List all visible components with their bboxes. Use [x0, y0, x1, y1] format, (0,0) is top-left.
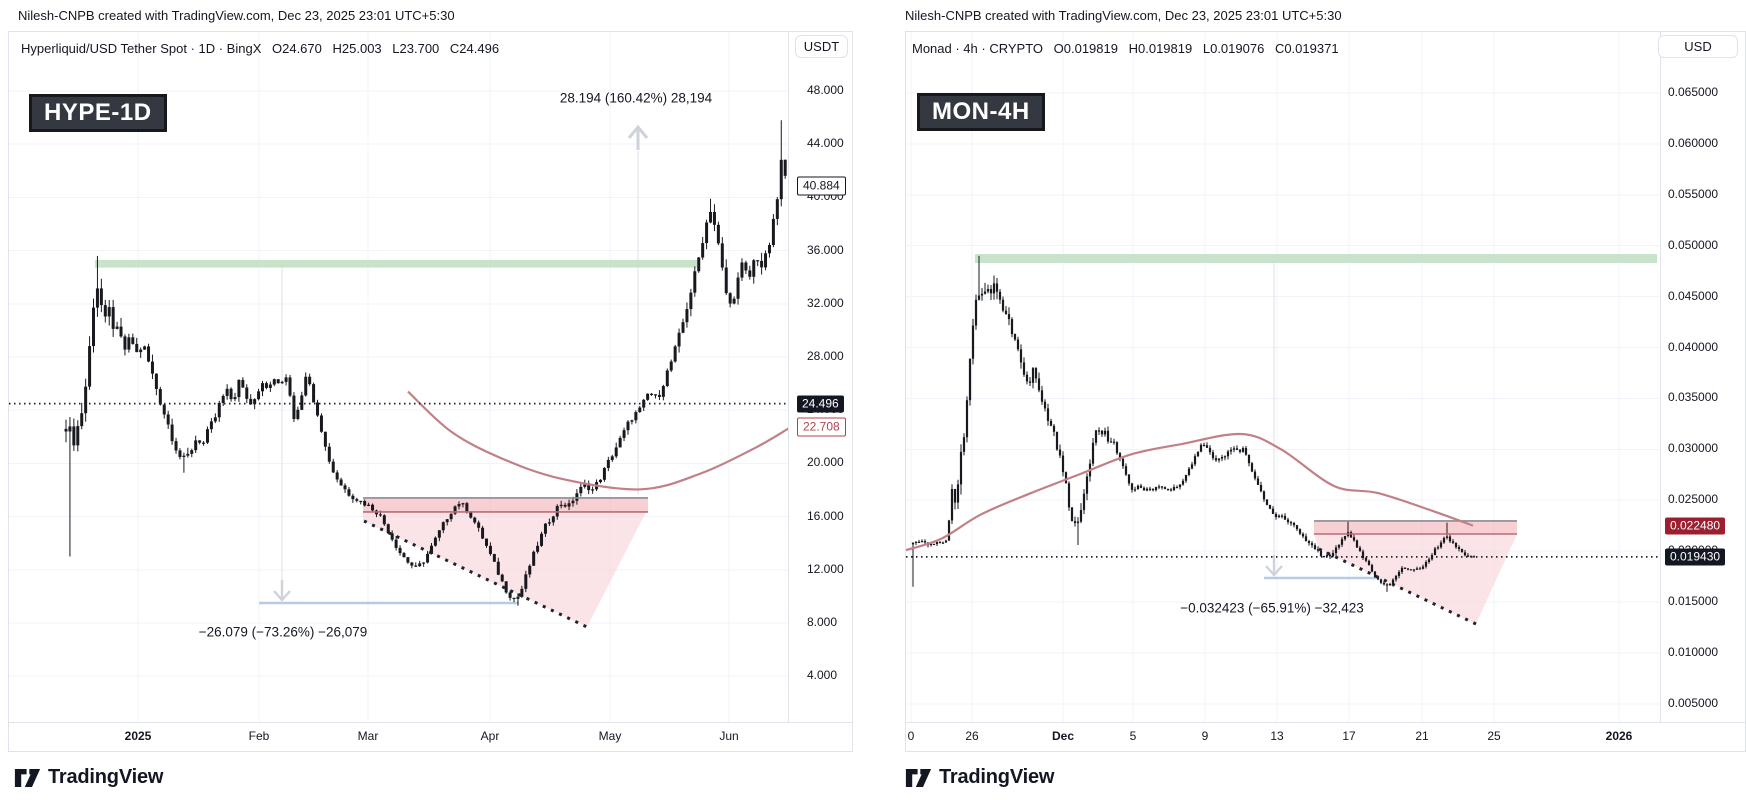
price-axis-label: 36.000: [807, 242, 844, 257]
tradingview-logo-icon: [905, 768, 932, 787]
time-axis-label: 26: [965, 729, 979, 743]
chart-tag-label[interactable]: HYPE-1D: [29, 94, 167, 132]
down-arrow-icon: [273, 580, 291, 602]
supply-zone-box: [1314, 520, 1517, 534]
candles-layer: [911, 283, 1476, 586]
time-axis-label: Feb: [248, 729, 270, 743]
price-axis-label: 48.000: [807, 83, 844, 97]
price-axis-label: 0.010000: [1668, 644, 1719, 659]
price-badge: 40.884: [797, 176, 846, 196]
price-axis-label: 0.065000: [1668, 85, 1719, 99]
time-axis-label: 21: [1415, 729, 1429, 743]
price-axis-label: 32.000: [807, 295, 844, 310]
price-axis-label: 12.000: [807, 561, 844, 576]
resistance-band-green: [95, 259, 697, 268]
currency-toggle-badge[interactable]: USDT: [795, 35, 848, 58]
moving-average-line: [407, 390, 789, 491]
moving-average-line: [906, 432, 1474, 552]
price-axis-label: 44.000: [807, 136, 844, 151]
gridlines-layer: [906, 32, 1661, 723]
symbol-name: Hyperliquid/USD Tether Spot · 1D · BingX: [21, 41, 262, 56]
price-badge: 22.708: [797, 417, 846, 437]
price-axis-label: 8.000: [807, 615, 838, 629]
price-axis[interactable]: 0.065000 0.060000 0.055000 0.050000 0.045000…: [1660, 32, 1746, 723]
time-axis-label: 0: [907, 729, 915, 743]
chart-tag-label[interactable]: MON-4H: [917, 93, 1045, 131]
ohlc-high: H0.019819: [1128, 41, 1193, 56]
chart-frame: Hyperliquid/USD Tether Spot · 1D · BingX…: [8, 31, 853, 752]
time-axis-label: 25: [1487, 729, 1501, 743]
ohlc-low: L0.019076: [1202, 41, 1265, 56]
symbol-legend[interactable]: Hyperliquid/USD Tether Spot · 1D · BingX…: [21, 41, 506, 56]
price-axis-label: 0.025000: [1668, 492, 1719, 507]
tradingview-logo[interactable]: TradingView: [14, 766, 163, 789]
price-axis-label: 4.000: [807, 668, 838, 683]
time-axis-label: 13: [1270, 729, 1284, 743]
price-axis-label: 0.060000: [1668, 135, 1719, 150]
price-chart-canvas[interactable]: [9, 32, 789, 723]
price-axis[interactable]: 48.00044.00040.00036.00032.00028.00024.0…: [788, 32, 853, 723]
measure-label-up[interactable]: 28.194 (160.42%) 28,194: [559, 90, 713, 106]
ohlc-close: C0.019371: [1274, 41, 1339, 56]
time-axis-label: 17: [1342, 729, 1356, 743]
attribution-text: Nilesh-CNPB created with TradingView.com…: [905, 8, 1342, 23]
down-arrow-icon: [1265, 555, 1283, 577]
ohlc-low: L23.700: [392, 41, 440, 56]
supply-zone-box: [363, 497, 648, 512]
price-badge: 24.496: [797, 395, 844, 413]
resistance-band-green: [975, 254, 1657, 264]
price-chart-canvas[interactable]: [906, 32, 1661, 723]
price-axis-label: 0.030000: [1668, 441, 1719, 456]
time-axis-label: 5: [1129, 729, 1137, 743]
ohlc-open: O24.670: [272, 41, 322, 56]
symbol-legend[interactable]: Monad · 4h · CRYPTO O0.019819 H0.019819 …: [912, 41, 1346, 56]
time-axis-label: 2025: [124, 729, 152, 743]
ohlc-close: C24.496: [449, 41, 500, 56]
candles-layer: [64, 159, 787, 600]
tradingview-logo-icon: [14, 768, 41, 787]
price-axis-label: 20.000: [807, 455, 844, 470]
ohlc-high: H25.003: [332, 41, 382, 56]
time-axis-label: Apr: [480, 729, 500, 743]
chart-frame: Monad · 4h · CRYPTO O0.019819 H0.019819 …: [905, 31, 1746, 752]
time-axis[interactable]: 2025 Feb Mar Apr May Jun: [9, 722, 852, 751]
price-axis-label: 0.050000: [1668, 237, 1719, 252]
time-axis-label: Jun: [719, 729, 739, 743]
tradingview-logo-text: TradingView: [939, 766, 1055, 788]
time-axis-label: 9: [1201, 729, 1209, 743]
price-axis-label: 28.000: [807, 349, 844, 363]
symbol-name: Monad · 4h · CRYPTO: [912, 41, 1044, 56]
measure-label-down[interactable]: −26.079 (−73.26%) −26,079: [198, 624, 368, 640]
price-axis-label: 0.035000: [1668, 390, 1719, 405]
tradingview-logo-text: TradingView: [48, 766, 164, 788]
time-axis-label: May: [598, 729, 622, 743]
currency-toggle-badge[interactable]: USD: [1658, 35, 1738, 58]
ohlc-open: O0.019819: [1053, 41, 1118, 56]
price-badge: 0.019430: [1665, 548, 1726, 566]
tradingview-logo[interactable]: TradingView: [905, 766, 1054, 789]
time-axis-label: Mar: [357, 729, 379, 743]
gridlines-layer: [9, 32, 789, 723]
time-axis[interactable]: 0 26 Dec 5 9 13 17 21 25 2026: [906, 722, 1745, 751]
price-axis-label: 0.040000: [1668, 339, 1719, 354]
time-axis-label: Dec: [1051, 729, 1075, 743]
attribution-text: Nilesh-CNPB created with TradingView.com…: [18, 8, 455, 23]
price-axis-label: 0.045000: [1668, 288, 1719, 303]
price-axis-label: 0.015000: [1668, 594, 1719, 608]
up-arrow-icon: [627, 124, 649, 150]
pattern-wedge-fill: [363, 512, 646, 627]
price-axis-label: 0.055000: [1668, 186, 1719, 201]
price-axis-label: 0.005000: [1668, 695, 1719, 710]
price-axis-label: 16.000: [807, 508, 844, 523]
price-badge: 0.022480: [1665, 517, 1726, 535]
descending-trendline-dotted: [1318, 547, 1477, 626]
time-axis-label: 2026: [1605, 729, 1633, 743]
measure-label-down[interactable]: −0.032423 (−65.91%) −32,423: [1180, 600, 1364, 616]
